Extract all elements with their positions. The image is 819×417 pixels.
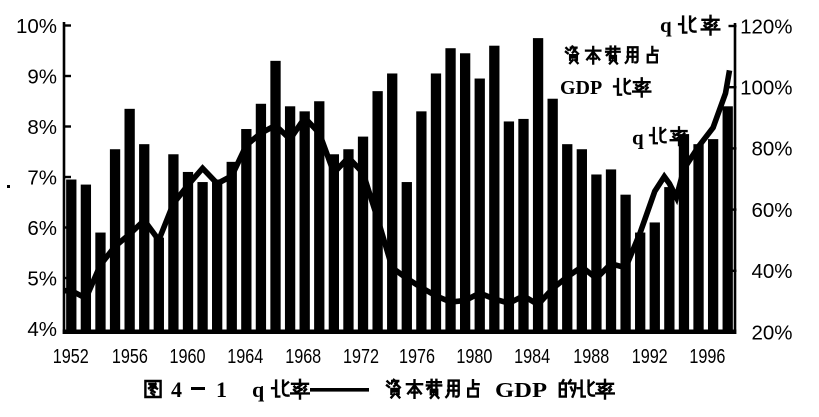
svg-text:1956: 1956 (112, 345, 148, 368)
svg-text:q: q (632, 126, 644, 150)
svg-text:1996: 1996 (689, 345, 725, 368)
svg-text:1992: 1992 (632, 345, 668, 368)
svg-text:6%: 6% (27, 217, 57, 240)
svg-text:1984: 1984 (514, 345, 550, 368)
svg-text:7%: 7% (27, 166, 57, 189)
svg-text:q: q (660, 13, 672, 37)
svg-text:20%: 20% (751, 321, 792, 344)
svg-text:100%: 100% (740, 77, 792, 100)
svg-text:60%: 60% (751, 199, 792, 222)
svg-text:9%: 9% (27, 65, 57, 88)
svg-text:1972: 1972 (343, 345, 379, 368)
svg-text:120%: 120% (740, 15, 792, 38)
svg-text:40%: 40% (751, 260, 792, 283)
svg-text:1964: 1964 (227, 345, 263, 368)
svg-text:GDP: GDP (560, 77, 602, 99)
svg-text:4%: 4% (27, 318, 57, 341)
svg-text:1: 1 (216, 377, 227, 402)
svg-text:80%: 80% (751, 138, 792, 161)
svg-text:4: 4 (171, 377, 182, 402)
svg-text:8%: 8% (27, 116, 57, 139)
svg-text:1952: 1952 (53, 345, 89, 368)
svg-text:10%: 10% (16, 15, 57, 38)
svg-text:GDP: GDP (495, 378, 547, 402)
svg-text:q: q (252, 377, 265, 402)
svg-text:5%: 5% (27, 267, 57, 290)
svg-text:1968: 1968 (285, 345, 321, 368)
svg-text:1976: 1976 (399, 345, 435, 368)
svg-text:1980: 1980 (456, 345, 492, 368)
svg-text:1960: 1960 (170, 345, 206, 368)
svg-text:1988: 1988 (573, 345, 609, 368)
